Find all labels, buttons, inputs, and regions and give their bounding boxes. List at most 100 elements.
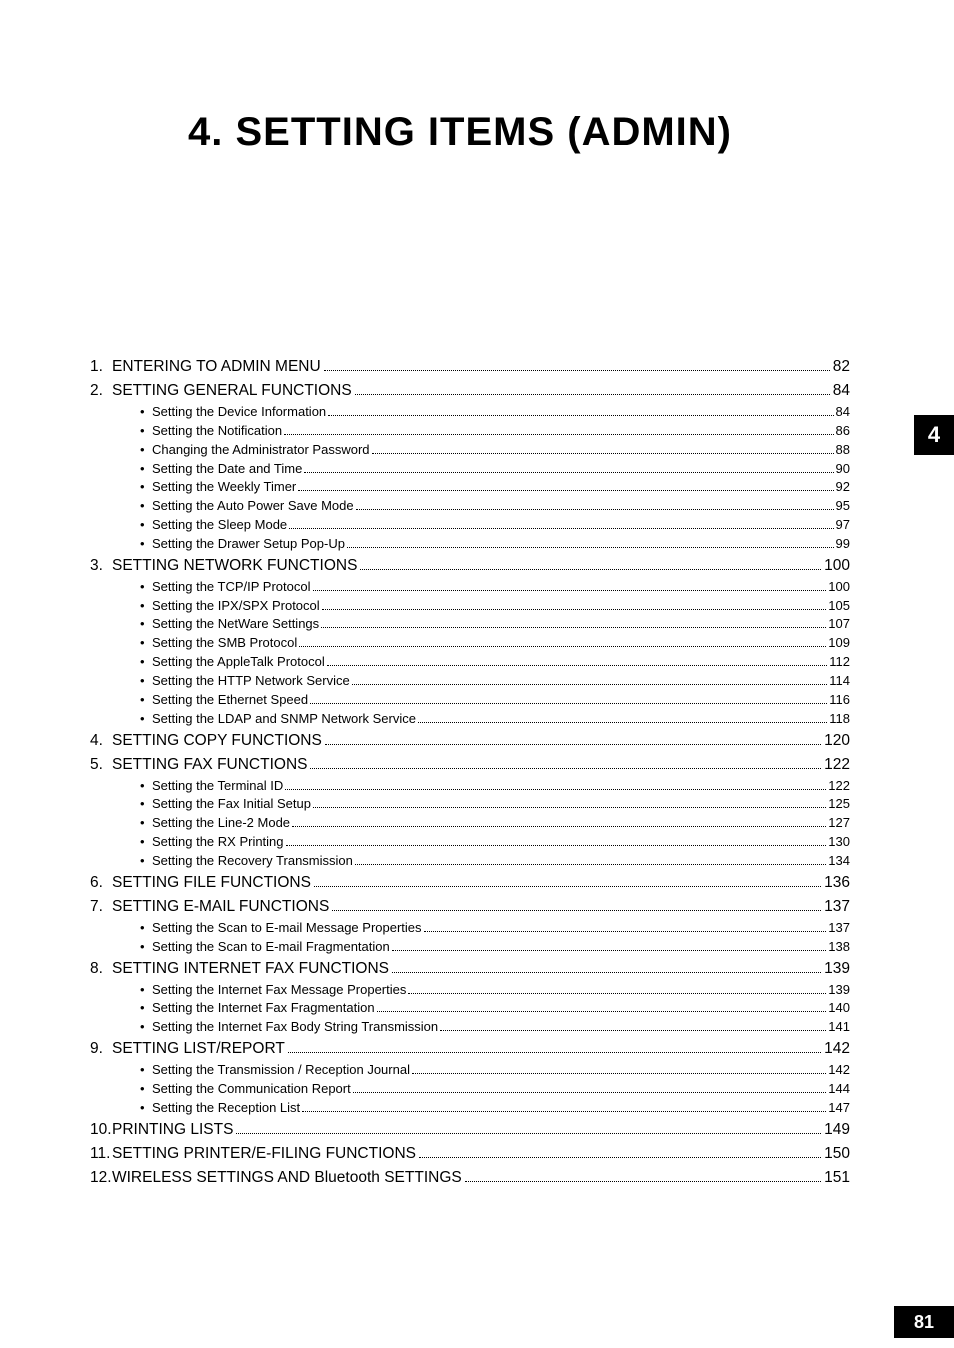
subsection-label: Setting the Sleep Mode (152, 516, 287, 535)
toc-subsection[interactable]: •Setting the Internet Fax Fragmentation1… (90, 999, 850, 1018)
toc-section[interactable]: 1.ENTERING TO ADMIN MENU82 (90, 355, 850, 379)
subsection-page: 138 (828, 938, 850, 957)
toc-section[interactable]: 4.SETTING COPY FUNCTIONS120 (90, 729, 850, 753)
toc-section[interactable]: 12.WIRELESS SETTINGS AND Bluetooth SETTI… (90, 1166, 850, 1190)
toc-section[interactable]: 7.SETTING E-MAIL FUNCTIONS137 (90, 895, 850, 919)
section-label: SETTING FAX FUNCTIONS (112, 753, 307, 777)
bullet-icon: • (140, 615, 152, 634)
toc-section[interactable]: 5.SETTING FAX FUNCTIONS122 (90, 753, 850, 777)
section-page: 149 (824, 1118, 850, 1142)
toc-section[interactable]: 9.SETTING LIST/REPORT142 (90, 1037, 850, 1061)
subsection-label: Setting the AppleTalk Protocol (152, 653, 325, 672)
dot-leader (408, 984, 826, 994)
toc-subsection[interactable]: •Setting the IPX/SPX Protocol105 (90, 597, 850, 616)
toc-subsection[interactable]: •Setting the Terminal ID122 (90, 777, 850, 796)
section-title-row: SETTING GENERAL FUNCTIONS84 (112, 379, 850, 403)
toc-subsection[interactable]: •Setting the Date and Time90 (90, 460, 850, 479)
toc-subsection[interactable]: •Setting the SMB Protocol109 (90, 634, 850, 653)
toc-subsection[interactable]: •Setting the Transmission / Reception Jo… (90, 1061, 850, 1080)
toc-subsection[interactable]: •Setting the TCP/IP Protocol100 (90, 578, 850, 597)
toc-subsection[interactable]: •Setting the Scan to E-mail Fragmentatio… (90, 938, 850, 957)
dot-leader (289, 519, 833, 529)
subsection-label: Changing the Administrator Password (152, 441, 370, 460)
subsection-page: 105 (828, 597, 850, 616)
toc-subsection[interactable]: •Setting the Weekly Timer92 (90, 478, 850, 497)
dot-leader (392, 941, 827, 951)
toc-subsection[interactable]: •Setting the Communication Report144 (90, 1080, 850, 1099)
subsection-page: 144 (828, 1080, 850, 1099)
section-number: 10. (90, 1118, 112, 1142)
dot-leader (321, 619, 826, 629)
toc-subsection[interactable]: •Setting the Auto Power Save Mode95 (90, 497, 850, 516)
toc-subsection[interactable]: •Changing the Administrator Password88 (90, 441, 850, 460)
bullet-icon: • (140, 422, 152, 441)
toc-subsection[interactable]: •Setting the Internet Fax Body String Tr… (90, 1018, 850, 1037)
dot-leader (440, 1021, 826, 1031)
toc-subsection[interactable]: •Setting the Internet Fax Message Proper… (90, 981, 850, 1000)
bullet-icon: • (140, 777, 152, 796)
section-number: 9. (90, 1037, 112, 1061)
bullet-icon: • (140, 403, 152, 422)
subsection-page: 147 (828, 1099, 850, 1118)
section-page: 139 (824, 957, 850, 981)
dot-leader (285, 780, 826, 790)
toc-section[interactable]: 2.SETTING GENERAL FUNCTIONS84 (90, 379, 850, 403)
section-page: 142 (824, 1037, 850, 1061)
toc-section[interactable]: 11.SETTING PRINTER/E-FILING FUNCTIONS150 (90, 1142, 850, 1166)
section-title-row: SETTING PRINTER/E-FILING FUNCTIONS150 (112, 1142, 850, 1166)
toc-subsection[interactable]: •Setting the Recovery Transmission134 (90, 852, 850, 871)
bullet-icon: • (140, 497, 152, 516)
bullet-icon: • (140, 795, 152, 814)
dot-leader (355, 381, 830, 395)
toc-subsection[interactable]: •Setting the Sleep Mode97 (90, 516, 850, 535)
bullet-icon: • (140, 578, 152, 597)
dot-leader (284, 425, 833, 435)
section-number: 2. (90, 379, 112, 403)
toc-subsection[interactable]: •Setting the LDAP and SNMP Network Servi… (90, 710, 850, 729)
dot-leader (353, 1083, 827, 1093)
subsection-page: 134 (828, 852, 850, 871)
toc-subsection[interactable]: •Setting the Drawer Setup Pop-Up99 (90, 535, 850, 554)
toc-subsection[interactable]: •Setting the Ethernet Speed116 (90, 691, 850, 710)
toc-subsection[interactable]: •Setting the Notification86 (90, 422, 850, 441)
dot-leader (292, 818, 826, 828)
toc-subsection[interactable]: •Setting the Device Information84 (90, 403, 850, 422)
toc-subsection[interactable]: •Setting the HTTP Network Service114 (90, 672, 850, 691)
toc-subsection[interactable]: •Setting the Reception List147 (90, 1099, 850, 1118)
section-title-row: SETTING NETWORK FUNCTIONS100 (112, 554, 850, 578)
section-number: 7. (90, 895, 112, 919)
toc-subsection[interactable]: •Setting the NetWare Settings107 (90, 615, 850, 634)
section-title-row: SETTING E-MAIL FUNCTIONS137 (112, 895, 850, 919)
section-label: SETTING GENERAL FUNCTIONS (112, 379, 352, 403)
toc-subsection[interactable]: •Setting the Line-2 Mode127 (90, 814, 850, 833)
toc-subsection[interactable]: •Setting the AppleTalk Protocol112 (90, 653, 850, 672)
toc-section[interactable]: 6.SETTING FILE FUNCTIONS136 (90, 871, 850, 895)
subsection-label: Setting the Communication Report (152, 1080, 351, 1099)
toc-subsection[interactable]: •Setting the RX Printing130 (90, 833, 850, 852)
subsection-page: 118 (829, 710, 850, 729)
toc-section[interactable]: 8.SETTING INTERNET FAX FUNCTIONS139 (90, 957, 850, 981)
subsection-page: 142 (828, 1061, 850, 1080)
dot-leader (288, 1039, 821, 1053)
dot-leader (304, 463, 833, 473)
toc-subsection[interactable]: •Setting the Fax Initial Setup125 (90, 795, 850, 814)
bullet-icon: • (140, 814, 152, 833)
subsection-page: 97 (836, 516, 850, 535)
subsection-label: Setting the SMB Protocol (152, 634, 297, 653)
page-content: 4. SETTING ITEMS (ADMIN) 1.ENTERING TO A… (0, 0, 920, 1250)
toc-section[interactable]: 3.SETTING NETWORK FUNCTIONS100 (90, 554, 850, 578)
bullet-icon: • (140, 672, 152, 691)
dot-leader (314, 873, 821, 887)
dot-leader (324, 357, 830, 371)
dot-leader (325, 731, 821, 745)
section-number: 3. (90, 554, 112, 578)
bullet-icon: • (140, 597, 152, 616)
toc-section[interactable]: 10.PRINTING LISTS149 (90, 1118, 850, 1142)
subsection-page: 122 (828, 777, 850, 796)
bullet-icon: • (140, 710, 152, 729)
dot-leader (372, 444, 834, 454)
toc-subsection[interactable]: •Setting the Scan to E-mail Message Prop… (90, 919, 850, 938)
bullet-icon: • (140, 999, 152, 1018)
dot-leader (360, 556, 821, 570)
subsection-page: 88 (836, 441, 850, 460)
